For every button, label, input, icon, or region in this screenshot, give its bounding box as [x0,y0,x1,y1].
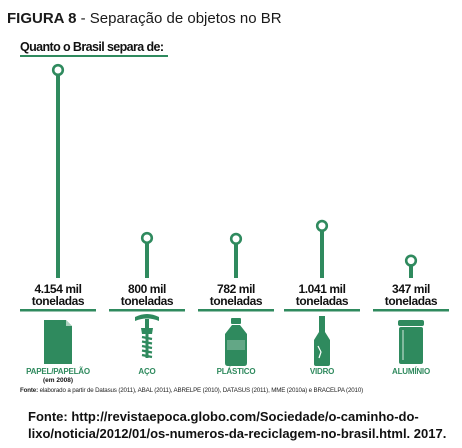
chart-title: Quanto o Brasil separa de: [20,40,164,54]
category-label-3: PLÁSTICO [216,367,256,376]
bar-5 [409,260,413,278]
bar-4 [320,225,324,278]
category-label-2: AÇO [138,367,156,376]
bar-2 [145,237,149,278]
data-source-label: Fonte: [20,387,39,394]
bar-1 [56,70,60,278]
category-note-1: (em 2008) [43,377,73,384]
corkscrew-icon [135,314,159,359]
bar-cap-1 [51,63,65,77]
category-label-4: VIDRO [309,367,335,376]
figure-source: Fonte: http://revistaepoca.globo.com/Soc… [28,409,447,441]
baseline-segment-5 [373,309,449,312]
data-source-note: Fonte: elaborado a partir de Datasus (20… [20,387,363,394]
bar-cap-3 [229,232,243,245]
baseline-segment-1 [20,309,96,312]
value-amount-5: 347 mil [392,282,430,296]
figure-title: FIGURA 8 - Separação de objetos no BR [7,10,282,27]
figure-caption: - Separação de objetos no BR [76,10,282,27]
plastic-bottle-icon [225,318,247,366]
value-label-1: 4.154 mil toneladas [21,283,95,307]
baseline-segment-2 [109,309,185,312]
value-amount-3: 782 mil [217,282,255,296]
value-unit-5: toneladas [384,294,438,308]
value-unit-4: toneladas [295,294,349,308]
value-label-3: 782 mil toneladas [199,283,273,307]
paper-icon [44,320,72,364]
data-source-text: elaborado a partir de Datasus (2011), AB… [38,387,364,394]
value-unit-1: toneladas [31,294,85,308]
bar-cap-2 [140,231,154,245]
value-amount-1: 4.154 mil [34,282,82,296]
baseline-segment-4 [284,309,360,312]
figure-number: FIGURA 8 [7,10,77,27]
category-label-5: ALUMÍNIO [392,367,430,376]
can-icon [398,320,424,364]
baseline-segment-3 [198,309,274,312]
value-label-5: 347 mil toneladas [374,283,448,307]
title-underline [20,55,168,57]
bar-cap-4 [315,219,329,232]
value-amount-2: 800 mil [128,282,166,296]
value-unit-3: toneladas [209,294,263,308]
value-label-2: 800 mil toneladas [110,283,184,307]
value-amount-4: 1.041 mil [298,282,346,296]
value-label-4: 1.041 mil toneladas [285,283,359,307]
value-unit-2: toneladas [120,294,174,308]
category-label-1: PAPEL/PAPELÃO [26,367,90,376]
glass-bottle-icon [314,316,330,366]
bar-3 [234,238,238,278]
bar-cap-5 [404,254,418,267]
